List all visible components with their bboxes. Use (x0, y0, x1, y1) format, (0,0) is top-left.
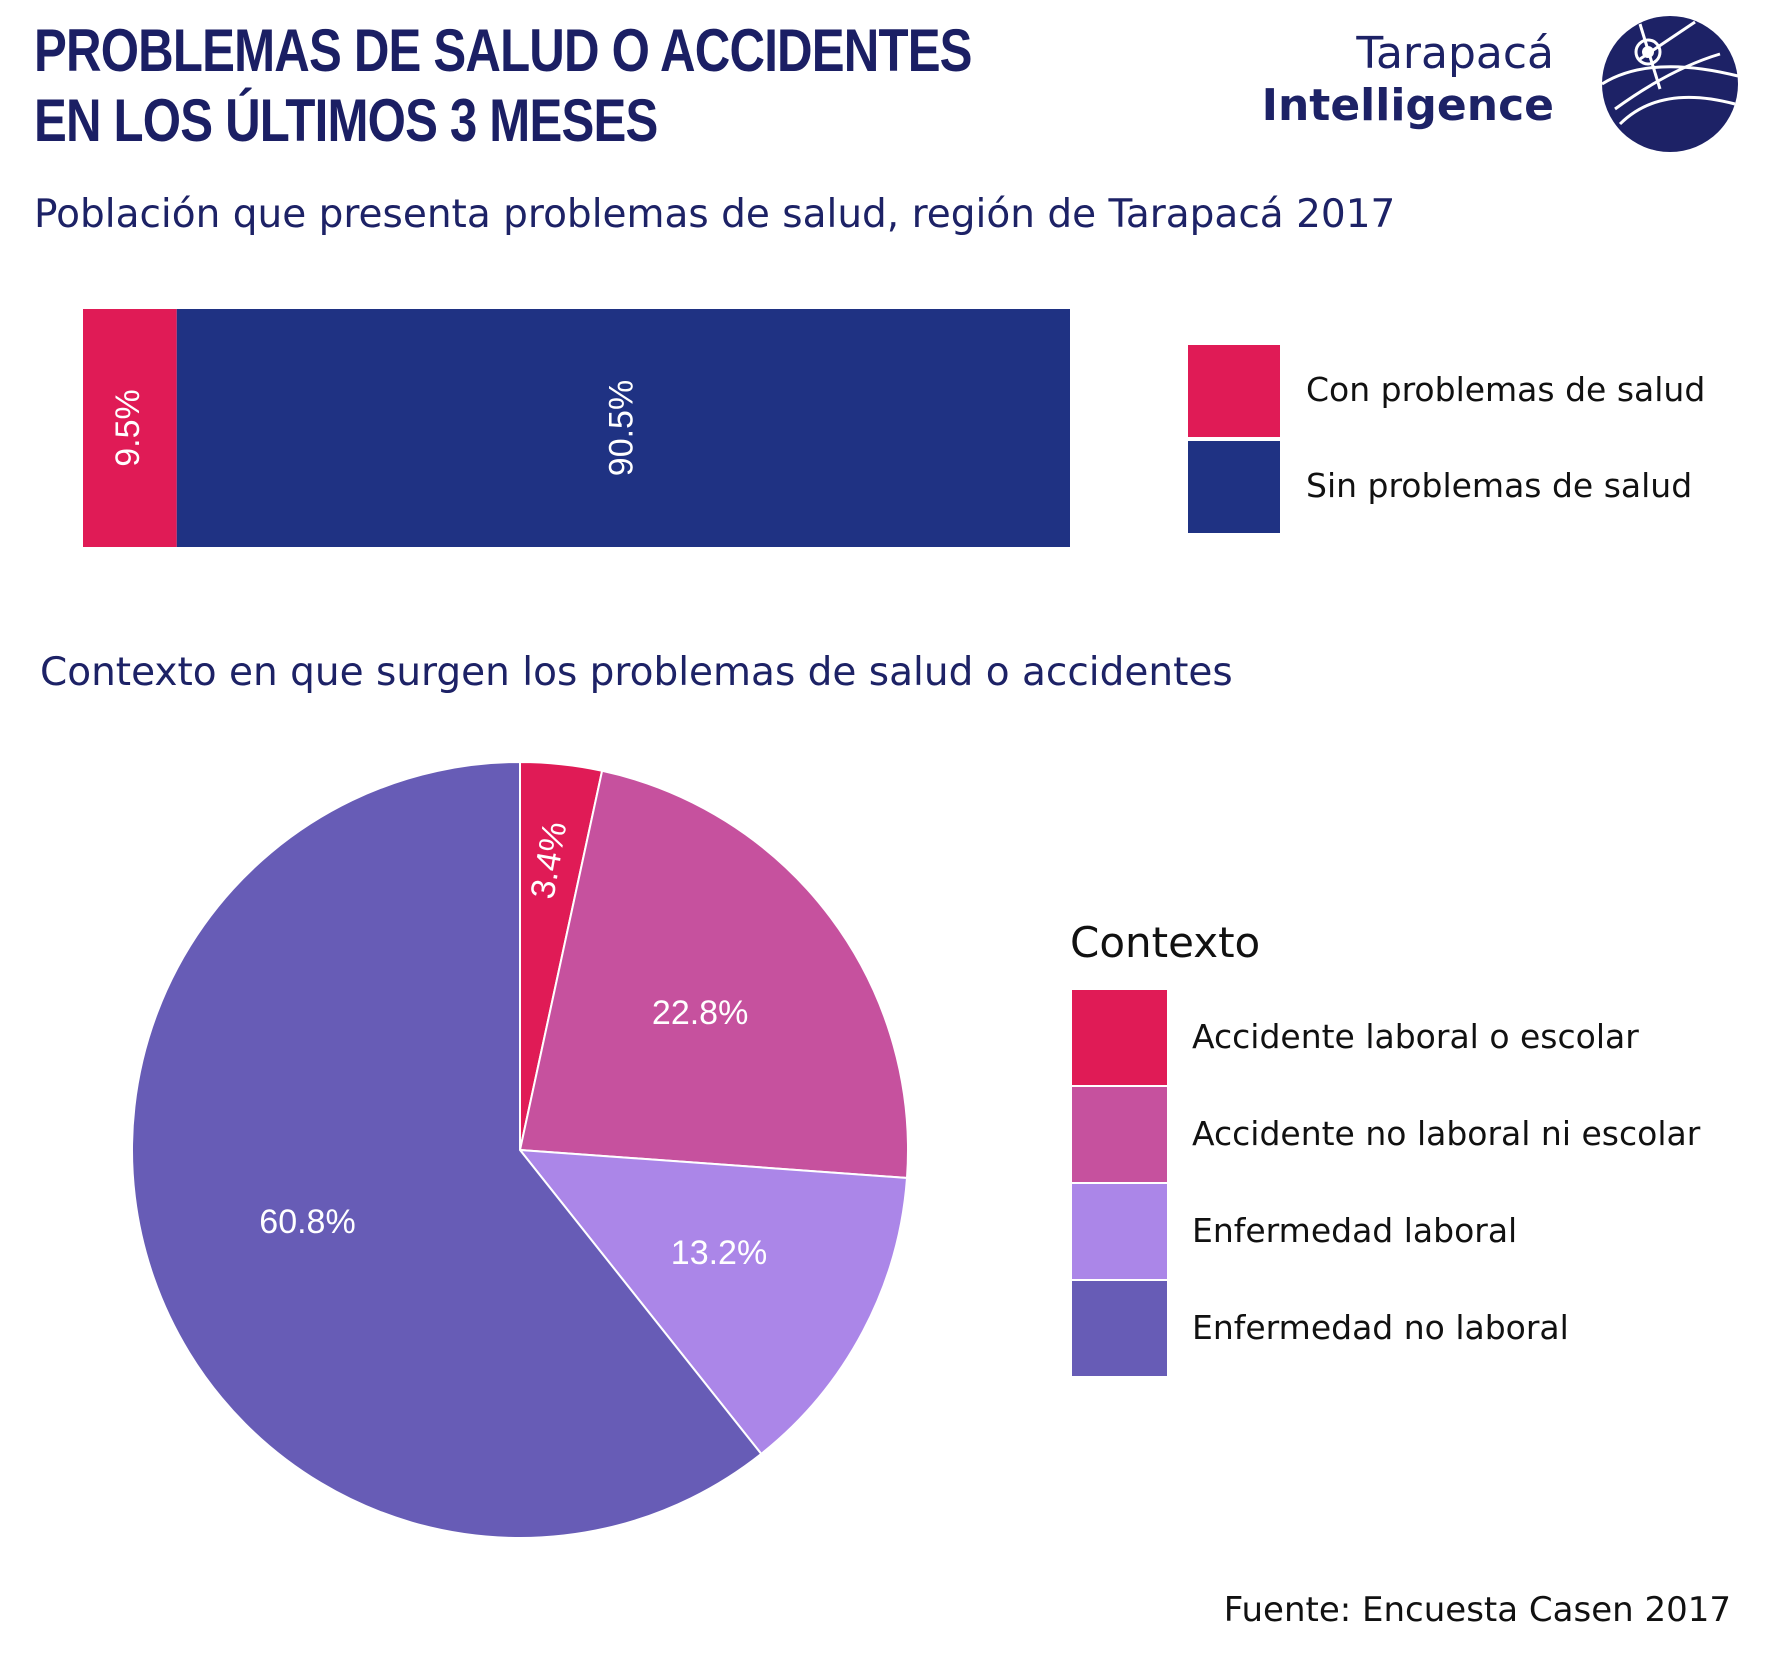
legend-label-accidente-laboral: Accidente laboral o escolar (1192, 1017, 1639, 1056)
bar-segment-con-problemas-de-salud (83, 309, 177, 547)
legend-swatch-con-problemas (1188, 345, 1280, 437)
globe-satellite-icon (1601, 16, 1739, 152)
bar-label-con-problemas-de-salud: 9.5% (109, 389, 147, 467)
legend-swatch-accidente-laboral (1072, 990, 1167, 1085)
pie-label-enfermedad-laboral: 13.2% (671, 1234, 767, 1272)
legend-swatch-enfermedad-laboral (1072, 1184, 1167, 1279)
legend-label-accidente-no-laboral: Accidente no laboral ni escolar (1192, 1114, 1701, 1153)
legend-label-enfermedad-laboral: Enfermedad laboral (1192, 1211, 1518, 1250)
page-title: PROBLEMAS DE SALUD O ACCIDENTES EN LOS Ú… (34, 16, 973, 156)
legend-label-enfermedad-no-laboral: Enfermedad no laboral (1192, 1308, 1569, 1347)
legend-swatch-enfermedad-no-laboral (1072, 1281, 1167, 1376)
logo-text-line-2: Intelligence (1261, 80, 1554, 131)
logo-text-line-1: Tarapacá (1356, 28, 1554, 79)
pie-slice-accidente-no-laboral-ni-escolar (518, 769, 909, 1180)
pie-label-accidente-no-laboral-ni-escolar: 22.8% (652, 994, 748, 1032)
title-line-1: PROBLEMAS DE SALUD O ACCIDENTES (34, 17, 973, 84)
pie-slice-enfermedad-no-laboral (131, 760, 763, 1539)
legend-label-con-problemas: Con problemas de salud (1306, 370, 1706, 409)
legend-swatch-sin-problemas (1188, 441, 1280, 533)
bar-label-sin-problemas-de-salud: 90.5% (602, 380, 640, 476)
logo: Tarapacá Intelligence (1260, 14, 1740, 154)
pie-slice-enfermedad-laboral (517, 1148, 909, 1456)
title-line-2: EN LOS ÚLTIMOS 3 MESES (34, 87, 658, 154)
source-note: Fuente: Encuesta Casen 2017 (1223, 1590, 1731, 1630)
pie-label-enfermedad-no-laboral: 60.8% (259, 1203, 355, 1241)
legend-title: Contexto (1070, 918, 1261, 967)
pie-chart-title: Contexto en que surgen los problemas de … (40, 650, 1233, 695)
legend-label-sin-problemas: Sin problemas de salud (1306, 466, 1693, 505)
legend-swatch-accidente-no-laboral (1072, 1087, 1167, 1182)
bar-chart-title: Población que presenta problemas de salu… (34, 192, 1396, 237)
bar-segment-sin-problemas-de-salud (176, 309, 1070, 547)
